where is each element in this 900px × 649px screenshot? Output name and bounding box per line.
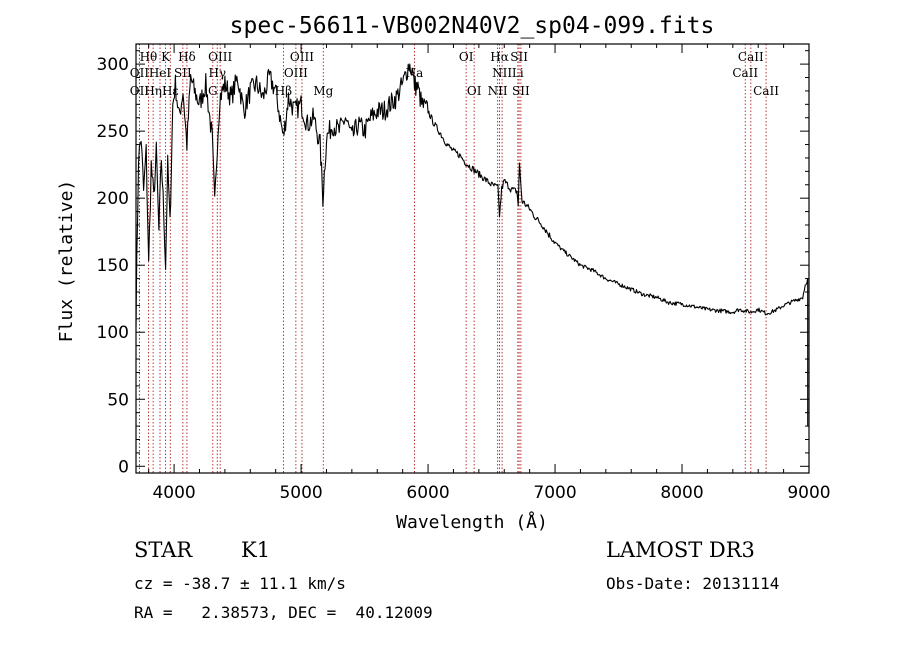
x-tick-label-5: 9000 <box>787 483 830 503</box>
line-marker-label-1: OII <box>130 66 150 80</box>
y-tick-label-3: 150 <box>97 256 129 276</box>
line-marker-label-12: OIII <box>290 50 314 64</box>
y-tick-label-6: 300 <box>97 55 129 75</box>
line-marker-label-5: HeI <box>149 66 172 80</box>
line-marker-label-23: Li <box>512 66 524 80</box>
spectrum-series-line <box>135 63 809 427</box>
x-tick-label-1: 5000 <box>279 483 322 503</box>
object-class: STAR <box>134 538 193 562</box>
x-tick-label-2: 6000 <box>406 483 449 503</box>
y-axis-ticks: 0 50 100 150 200 250 300 <box>97 50 809 477</box>
line-marker-label-17: OI <box>459 50 474 64</box>
line-marker-label-8: Hδ <box>178 50 196 64</box>
line-marker-label-10: Hγ <box>208 66 226 80</box>
line-marker-label-15: Mg <box>313 84 333 98</box>
line-marker-label-27: CaII <box>753 84 779 98</box>
line-marker-label-18: OI <box>467 84 482 98</box>
line-marker-lines <box>138 44 767 473</box>
spectrum-chart: spec-56611-VB002N40V2_sp04-099.fits Hθ OI… <box>56 13 831 533</box>
object-subclass: K1 <box>241 538 271 562</box>
y-tick-label-2: 100 <box>97 323 129 343</box>
line-marker-label-24: SII <box>512 84 530 98</box>
y-tick-label-1: 50 <box>107 390 129 410</box>
line-marker-label-25: CaII <box>738 50 764 64</box>
line-marker-label-13: OIII <box>284 66 308 80</box>
x-tick-label-4: 8000 <box>660 483 703 503</box>
redshift-velocity: cz = -38.7 ± 11.1 km/s <box>134 574 346 593</box>
line-marker-label-9: OIII <box>208 50 232 64</box>
line-marker-label-22: SII <box>510 50 528 64</box>
line-marker-label-19: Hα <box>490 50 509 64</box>
y-tick-label-5: 250 <box>97 122 129 142</box>
line-marker-label-7: SII <box>174 66 192 80</box>
plot-frame <box>135 43 810 474</box>
x-axis-label: Wavelength (Å) <box>396 511 548 533</box>
line-marker-label-11: G <box>208 84 218 98</box>
line-marker-label-4: K <box>161 50 171 64</box>
line-marker-label-0: Hθ <box>140 50 158 64</box>
y-tick-label-0: 0 <box>118 457 129 477</box>
x-tick-label-3: 7000 <box>533 483 576 503</box>
x-tick-label-0: 4000 <box>152 483 195 503</box>
line-marker-label-26: CaII <box>732 66 758 80</box>
x-axis-ticks: 4000 5000 6000 7000 8000 9000 <box>148 44 831 503</box>
line-marker-label-21: NII <box>488 84 508 98</box>
y-tick-label-4: 200 <box>97 189 129 209</box>
line-marker-label-3: Hη <box>144 84 162 98</box>
observation-date: Obs-Date: 20131114 <box>606 574 780 593</box>
survey-name: LAMOST DR3 <box>606 538 755 562</box>
line-marker-label-20: NII <box>492 66 512 80</box>
y-axis-label: Flux (relative) <box>56 180 77 343</box>
chart-title: spec-56611-VB002N40V2_sp04-099.fits <box>230 13 715 39</box>
coordinates: RA = 2.38573, DEC = 40.12009 <box>134 603 433 622</box>
